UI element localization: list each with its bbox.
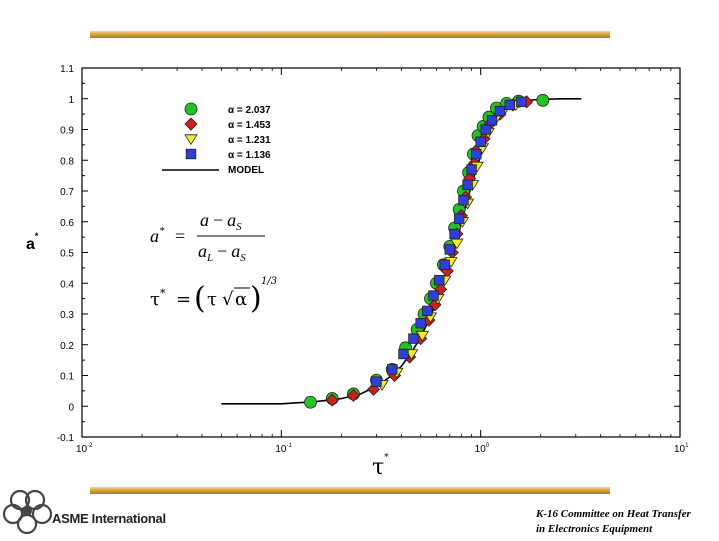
square-marker <box>422 305 433 317</box>
bottom-gold-bar <box>90 487 610 494</box>
committee-line-1: K-16 Committee on Heat Transfer <box>536 508 691 520</box>
svg-text:aL−aS: aL − aS <box>198 241 246 264</box>
y-tick-label: 0.9 <box>60 126 74 137</box>
diamond-marker <box>346 388 361 403</box>
svg-text:=: = <box>176 289 191 310</box>
y-tick-label: 0.8 <box>60 156 74 167</box>
square-marker <box>185 148 197 160</box>
y-axis-label: a* <box>26 231 39 253</box>
square-marker <box>504 99 515 111</box>
square-marker <box>466 164 477 175</box>
square-marker <box>371 376 382 387</box>
y-tick-label: 0.4 <box>60 279 74 290</box>
square-marker <box>516 96 527 108</box>
asme-logo-text: ASME International <box>52 511 166 526</box>
square-marker <box>444 244 455 255</box>
square-marker <box>462 179 473 191</box>
square-marker <box>387 364 398 375</box>
svg-text:τ: τ <box>207 289 217 310</box>
svg-text:1/3: 1/3 <box>261 276 277 287</box>
square-marker <box>398 348 409 360</box>
x-tick-label: 100 <box>475 443 490 455</box>
svg-text:a*: a* <box>150 225 165 246</box>
equation-tau-star: τ* = ( τ √ α ) 1/3 <box>150 276 277 316</box>
legend-label: MODEL <box>228 165 264 176</box>
x-axis-label: τ* <box>372 453 389 480</box>
square-marker <box>434 274 445 286</box>
svg-text:): ) <box>250 281 262 316</box>
circle-marker <box>184 102 198 116</box>
square-marker <box>453 213 465 224</box>
svg-text:a−aS: a − aS <box>200 210 242 233</box>
legend-label: α = 2.037 <box>228 105 271 116</box>
y-tick-label: 0.5 <box>60 249 74 260</box>
square-marker <box>475 136 486 148</box>
y-tick-label: 0.1 <box>60 372 74 383</box>
svg-text:τ*: τ* <box>150 287 166 310</box>
square-marker <box>480 124 491 135</box>
y-tick-label: 1 <box>68 95 74 106</box>
square-marker <box>439 259 450 271</box>
x-tick-label: 10-2 <box>76 443 93 455</box>
committee-line-2: in Electronics Equipment <box>536 523 653 535</box>
series-circle <box>304 93 550 409</box>
asme-logo <box>2 484 53 536</box>
y-tick-label: 0 <box>68 402 74 413</box>
svg-text:α: α <box>235 289 247 310</box>
y-ticks: -0.1 0 0.1 0.2 0.3 0.4 0.5 0.6 0.7 0.8 0.9 1 1.1 <box>57 64 680 444</box>
y-tick-label: 0.3 <box>60 310 74 321</box>
circle-marker <box>536 93 550 107</box>
series-diamond <box>325 95 534 407</box>
square-marker <box>471 148 482 160</box>
square-marker <box>494 105 506 117</box>
y-tick-label: 0.6 <box>60 218 74 229</box>
square-marker <box>449 228 460 240</box>
y-tick-label: 0.7 <box>60 187 74 198</box>
triangle-marker <box>184 134 198 146</box>
diamond-marker <box>325 393 339 407</box>
svg-text:√: √ <box>222 289 234 310</box>
square-marker <box>458 195 469 206</box>
legend-label: α = 1.453 <box>228 120 271 131</box>
diamond-marker <box>184 117 198 131</box>
triangle-marker <box>415 330 430 342</box>
svg-text:=: = <box>175 226 185 246</box>
legend-label: α = 1.136 <box>228 150 271 161</box>
y-tick-label: -0.1 <box>57 433 75 444</box>
square-marker <box>428 290 439 301</box>
square-marker <box>415 318 426 329</box>
y-tick-label: 1.1 <box>60 64 74 75</box>
square-marker <box>408 333 419 344</box>
y-tick-label: 0.2 <box>60 341 74 352</box>
legend: α = 2.037 α = 1.453 α = 1.231 α = 1.136 MODE… <box>162 102 271 176</box>
x-tick-label: 10-1 <box>275 443 292 455</box>
circle-marker <box>304 395 317 409</box>
asme-emblem-icon <box>2 489 53 535</box>
square-marker <box>486 115 498 126</box>
data-points <box>304 93 550 409</box>
legend-label: α = 1.231 <box>228 135 271 146</box>
top-gold-bar <box>90 31 610 38</box>
x-ticks: 10-2 10-1 100 101 <box>76 68 689 455</box>
equation-a-star: a* = a − aS aL − aS <box>150 210 265 264</box>
svg-text:(: ( <box>194 281 206 316</box>
x-tick-label: 101 <box>674 443 689 455</box>
series-square <box>371 96 527 387</box>
